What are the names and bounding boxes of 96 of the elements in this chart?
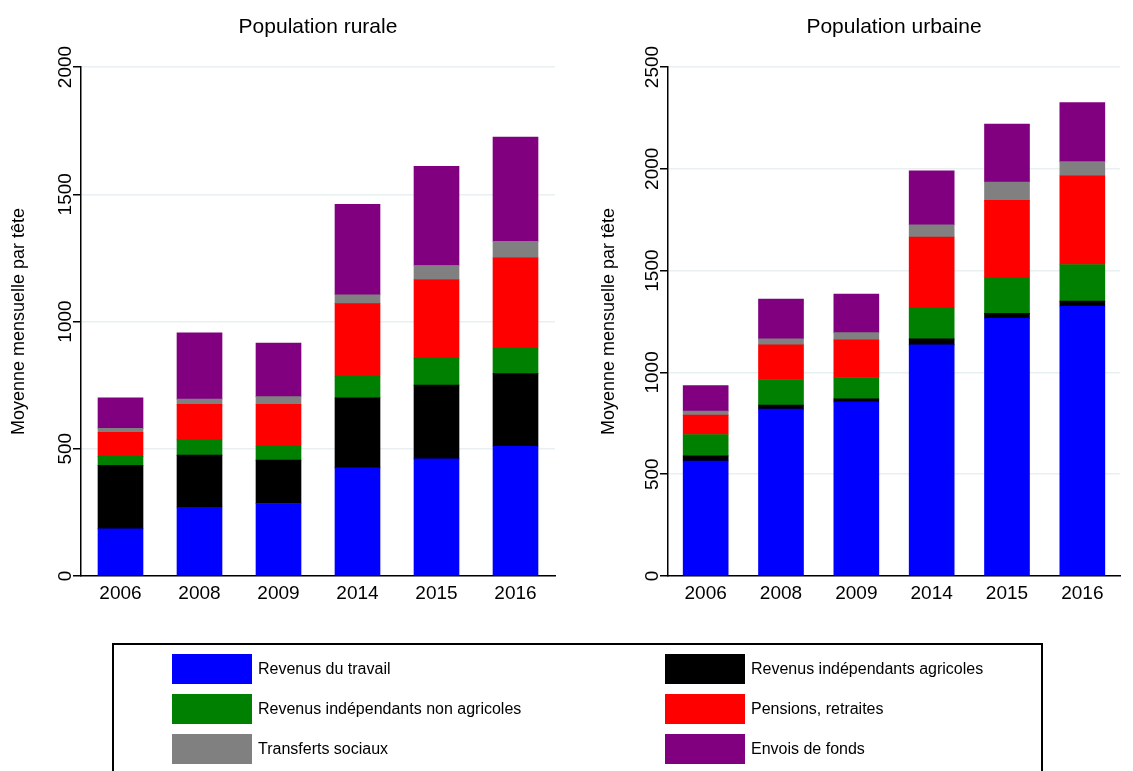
y-tick-label: 1000 [54, 300, 75, 343]
bar [492, 241, 539, 259]
bar [97, 528, 144, 576]
legend-label: Envois de fonds [751, 740, 865, 758]
bar [758, 298, 804, 340]
bar [833, 339, 880, 378]
y-tick-label: 2000 [54, 45, 75, 89]
bar [984, 181, 1030, 201]
bar [97, 431, 144, 457]
bar [176, 454, 223, 508]
y-tick-label: 1000 [641, 351, 662, 394]
bar [1059, 161, 1106, 177]
bar [908, 236, 955, 308]
bar [176, 439, 223, 456]
bar [255, 396, 302, 405]
y-tick-label: 0 [641, 570, 662, 582]
y-tick-label: 500 [641, 458, 662, 491]
x-tick-label: 2008 [178, 581, 221, 603]
x-tick-label: 2014 [336, 581, 380, 603]
chart-title: Population rurale [238, 13, 398, 37]
bar [492, 373, 539, 447]
y-tick-label: 1500 [641, 249, 662, 292]
bar [334, 375, 381, 399]
y-tick-label: 2000 [641, 147, 662, 190]
bar [176, 403, 223, 441]
bar [413, 265, 460, 280]
bar [758, 344, 804, 380]
bar [908, 170, 955, 226]
x-tick-label: 2008 [759, 581, 803, 603]
x-tick-label: 2009 [835, 581, 878, 603]
bar [682, 414, 729, 435]
legend-label: Revenus indépendants agricoles [751, 660, 984, 678]
x-tick-label: 2016 [1061, 581, 1104, 603]
y-axis-title: Moyenne mensuelle par tête [597, 207, 618, 436]
bar [984, 277, 1030, 314]
bar [1059, 175, 1106, 265]
bar [908, 344, 955, 576]
legend-label: Revenus indépendants non agricoles [258, 700, 522, 718]
x-tick-label: 2016 [494, 581, 537, 603]
bar [413, 358, 460, 386]
y-tick-label: 1500 [54, 173, 75, 216]
bar [334, 467, 381, 576]
x-tick-label: 2015 [415, 581, 458, 603]
bar [758, 338, 804, 346]
y-tick-label: 2500 [641, 45, 662, 89]
legend-label: Revenus du travail [258, 660, 391, 678]
x-tick-label: 2006 [99, 581, 142, 603]
bar [97, 456, 144, 466]
chart-title: Population urbaine [806, 13, 982, 37]
y-tick-label: 0 [54, 570, 75, 582]
bar [176, 332, 223, 400]
bar [833, 377, 880, 400]
bar [492, 445, 539, 576]
x-tick-label: 2006 [684, 581, 727, 603]
bar [413, 165, 460, 266]
bar [413, 384, 460, 460]
bar [176, 506, 223, 576]
bar [255, 503, 302, 576]
x-tick-label: 2015 [985, 581, 1029, 603]
bar [984, 200, 1030, 279]
bar [682, 385, 729, 412]
bar [1059, 305, 1106, 576]
x-tick-label: 2009 [257, 581, 300, 603]
bar [908, 306, 955, 340]
bar [833, 293, 880, 334]
bar [682, 434, 729, 457]
bar [833, 401, 880, 576]
bar [255, 445, 302, 461]
bar [97, 464, 144, 530]
bar [255, 459, 302, 504]
bar [492, 136, 539, 242]
bar [334, 294, 381, 305]
bar [97, 397, 144, 429]
bar [1059, 264, 1106, 302]
y-axis-title: Moyenne mensuelle par tête [7, 207, 28, 436]
bar [984, 318, 1030, 576]
legend-label: Pensions, retraites [751, 700, 884, 718]
bar [255, 342, 302, 397]
bar [255, 403, 302, 447]
bar [908, 338, 955, 346]
bar [1059, 102, 1106, 162]
bar [413, 279, 460, 359]
bar [334, 303, 381, 377]
bar [682, 460, 729, 576]
bar [908, 224, 955, 238]
bar [492, 257, 539, 349]
y-tick-label: 500 [54, 432, 75, 465]
legend-label: Transferts sociaux [258, 740, 389, 758]
bar [492, 347, 539, 374]
bar [334, 397, 381, 469]
bar [758, 379, 804, 406]
x-tick-label: 2014 [910, 581, 954, 603]
bar [334, 204, 381, 296]
bar [758, 408, 804, 576]
bar [413, 458, 460, 576]
bar [984, 123, 1030, 183]
